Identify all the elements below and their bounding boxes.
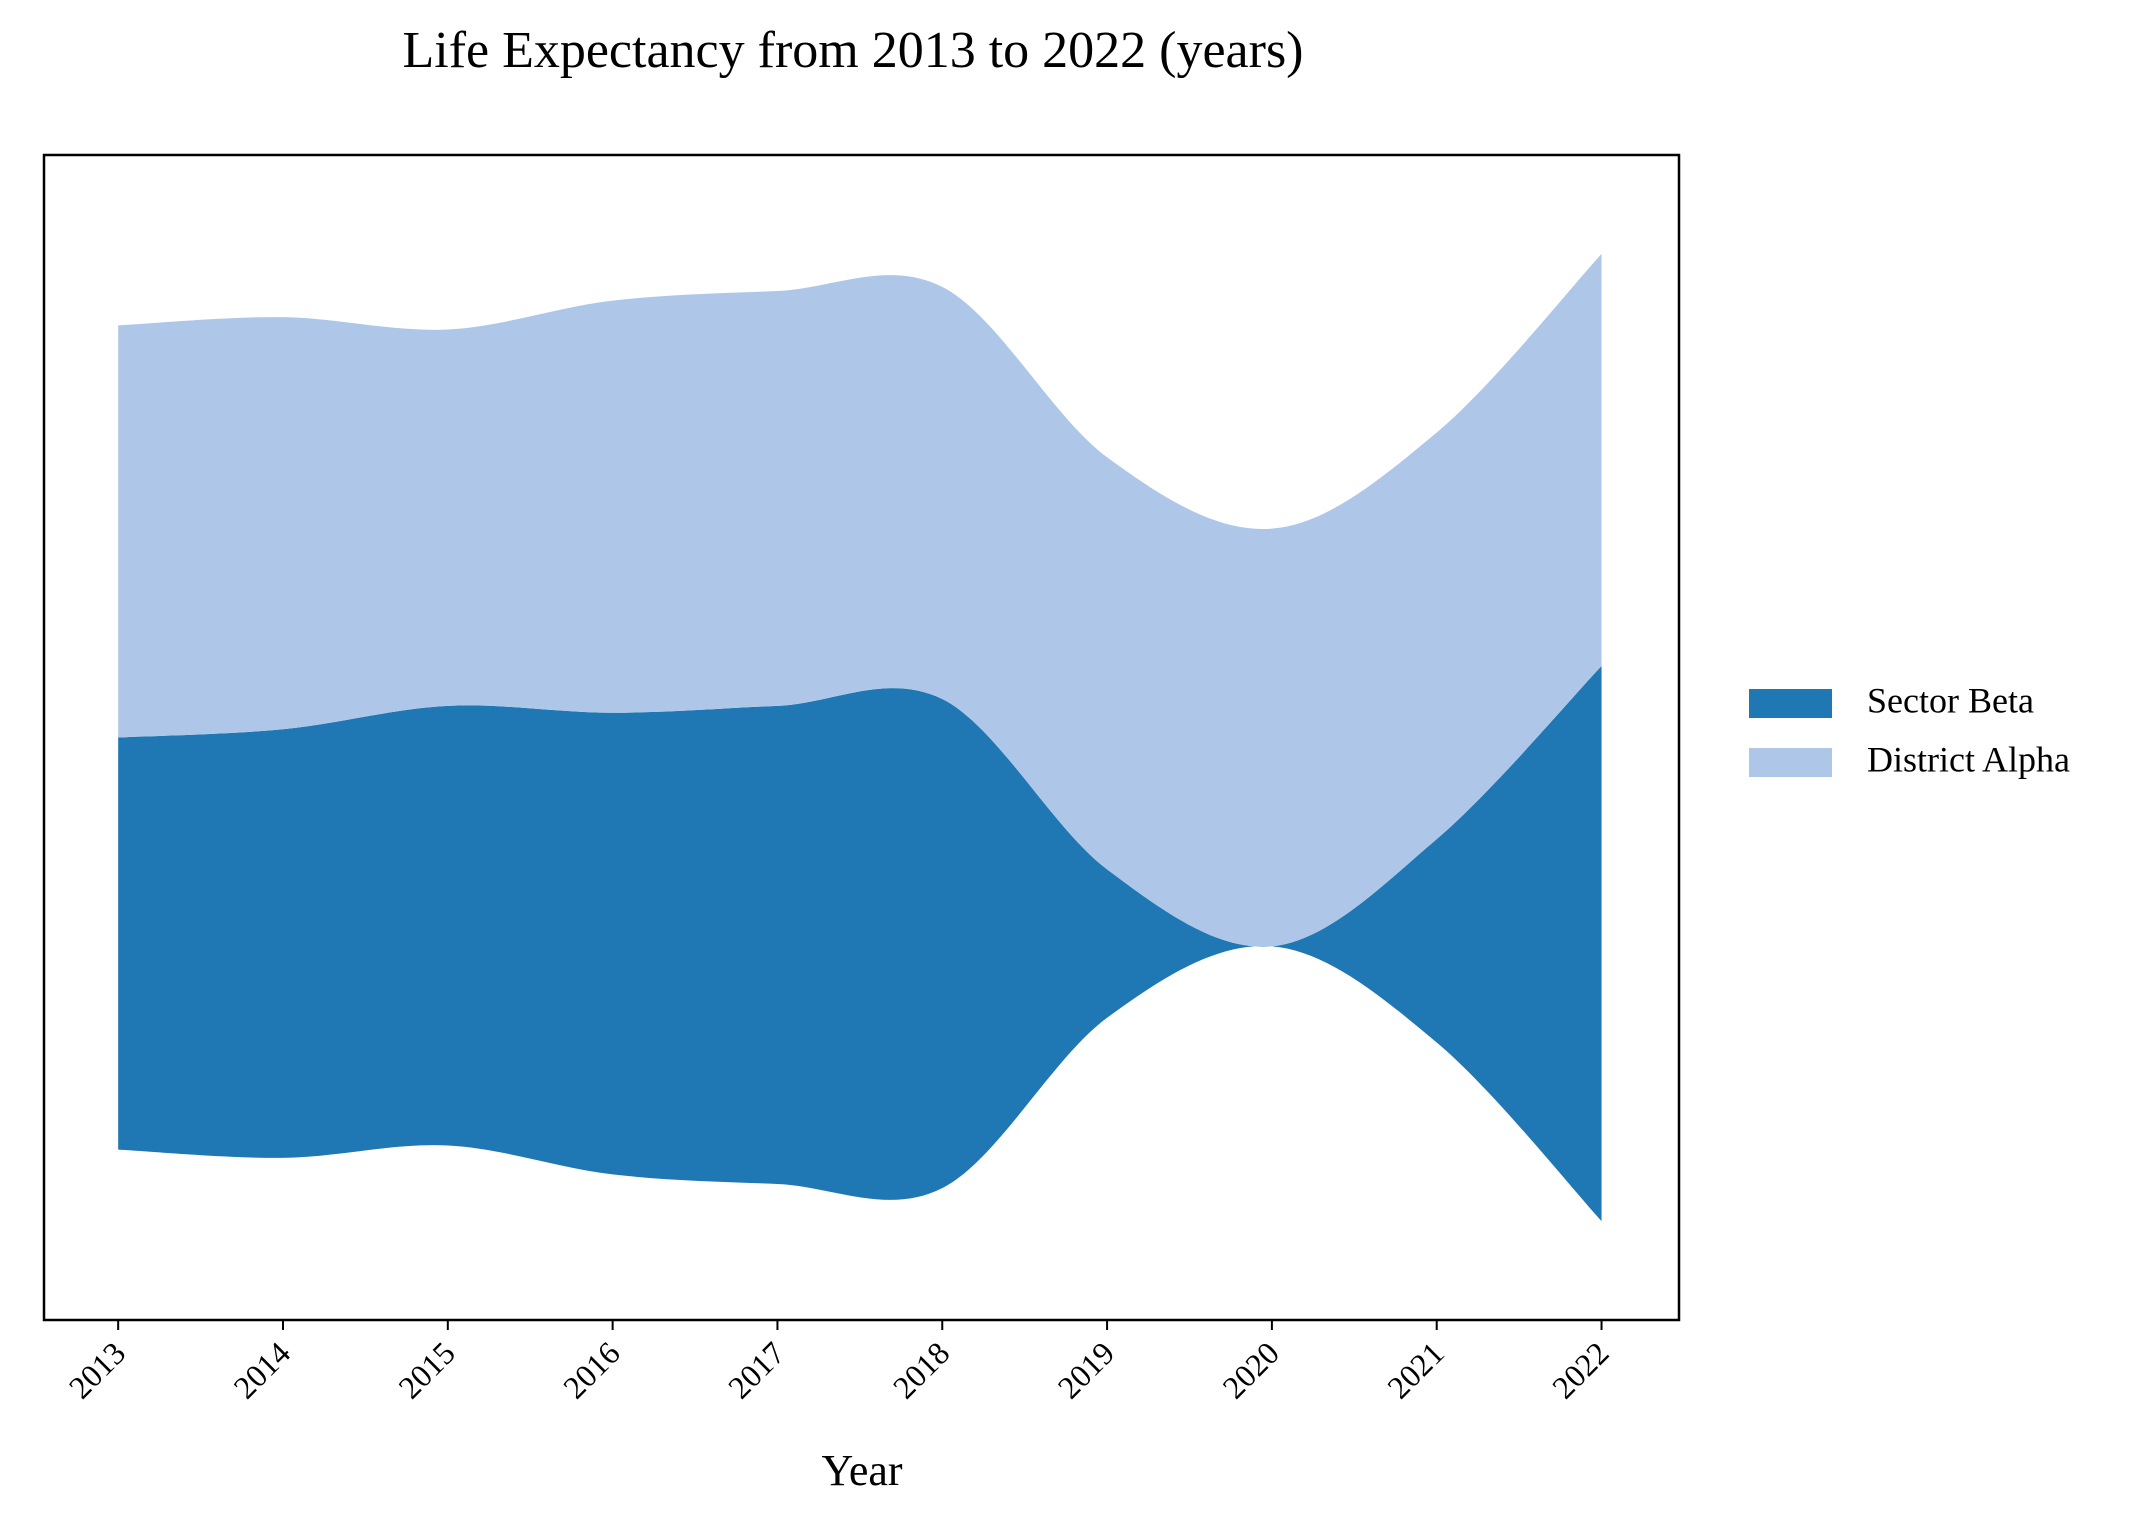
x-tick-label: 2018: [886, 1335, 957, 1406]
x-tick-label: 2022: [1545, 1335, 1616, 1406]
x-tick-label: 2020: [1215, 1335, 1286, 1406]
legend-swatch: [1749, 689, 1832, 718]
legend-swatch: [1749, 748, 1832, 777]
stream-area: [118, 666, 1602, 1222]
legend-label: Sector Beta: [1867, 680, 2034, 720]
x-tick-label: 2015: [391, 1335, 462, 1406]
x-tick-label: 2017: [721, 1335, 792, 1406]
legend-label: District Alpha: [1867, 739, 2070, 779]
x-tick-label: 2014: [226, 1335, 297, 1406]
x-tick-label: 2013: [62, 1335, 133, 1406]
x-tick-label: 2016: [556, 1335, 627, 1406]
x-axis-label: Year: [821, 1446, 902, 1495]
x-tick-label: 2019: [1051, 1335, 1122, 1406]
plot-frame: [42, 153, 1681, 1322]
stream-area: [118, 253, 1602, 947]
chart-title: Life Expectancy from 2013 to 2022 (years…: [402, 22, 1303, 79]
x-tick-label: 2021: [1380, 1335, 1451, 1406]
